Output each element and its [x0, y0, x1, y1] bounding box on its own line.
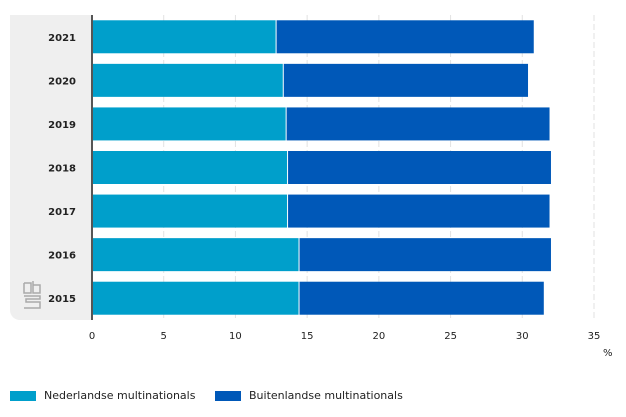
- bar-buitenlandse-2017: [288, 194, 550, 228]
- y-tick-label: 2017: [48, 207, 76, 218]
- x-tick-label: 5: [161, 331, 167, 342]
- legend-swatch: [215, 390, 241, 401]
- bar-buitenlandse-2016: [299, 238, 551, 272]
- bar-nederlandse-2018: [92, 151, 288, 184]
- legend-label: Buitenlandse multinationals: [249, 389, 403, 402]
- x-tick-label: 35: [588, 331, 601, 342]
- legend-item-buitenlandse[interactable]: Buitenlandse multinationals: [215, 389, 403, 402]
- x-tick-label: 10: [229, 331, 242, 342]
- legend-swatch: [10, 390, 36, 401]
- bar-nederlandse-2020: [92, 63, 283, 97]
- x-tick-label: 20: [372, 331, 385, 342]
- bar-buitenlandse-2015: [299, 281, 544, 315]
- x-tick-label: 15: [301, 331, 314, 342]
- cbs-logo-icon: [23, 281, 41, 309]
- bar-buitenlandse-2019: [286, 107, 550, 141]
- bar-nederlandse-2021: [92, 20, 276, 54]
- y-tick-label: 2021: [48, 33, 76, 44]
- bar-nederlandse-2015: [92, 281, 299, 315]
- bar-buitenlandse-2020: [283, 63, 529, 97]
- x-tick-label: 25: [444, 331, 457, 342]
- y-tick-label: 2016: [48, 251, 76, 262]
- x-axis-unit: %: [603, 348, 613, 359]
- bar-nederlandse-2017: [92, 194, 288, 228]
- category-panel: [10, 15, 92, 320]
- y-tick-label: 2019: [48, 120, 76, 131]
- y-tick-label: 2020: [48, 76, 76, 87]
- x-tick-label: 0: [89, 331, 95, 342]
- legend-label: Nederlandse multinationals: [44, 389, 196, 402]
- x-tick-label: 30: [516, 331, 529, 342]
- legend-item-nederlandse[interactable]: Nederlandse multinationals: [10, 389, 195, 402]
- y-tick-label: 2018: [48, 164, 76, 175]
- bar-nederlandse-2016: [92, 238, 299, 272]
- bar-buitenlandse-2021: [276, 20, 534, 54]
- bar-buitenlandse-2018: [288, 151, 551, 184]
- y-tick-label: 2015: [48, 294, 76, 305]
- bar-nederlandse-2019: [92, 107, 286, 141]
